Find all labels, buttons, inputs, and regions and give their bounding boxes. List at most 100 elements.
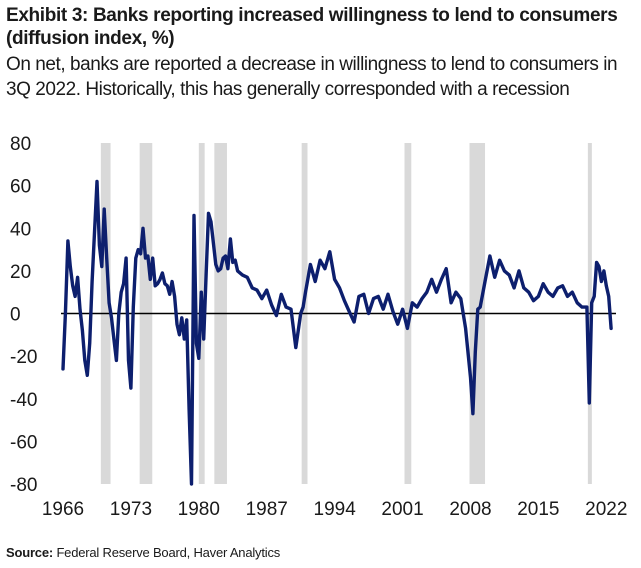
- source-text: Federal Reserve Board, Haver Analytics: [56, 545, 281, 560]
- data-point-0-128: [493, 276, 496, 279]
- data-point-0-64: [217, 269, 220, 272]
- data-point-0-86: [302, 306, 305, 309]
- data-point-0-0: [62, 368, 64, 370]
- data-point-0-103: [382, 308, 385, 311]
- source-label: Source:: [6, 545, 54, 560]
- data-point-0-84: [294, 346, 297, 349]
- y-tick-label--80: -80: [10, 475, 37, 496]
- y-tick-label-80: 80: [10, 134, 31, 155]
- source-note: Source: Federal Reserve Board, Haver Ana…: [6, 545, 280, 560]
- data-point-0-140: [552, 295, 554, 298]
- data-point-0-124: [476, 308, 479, 311]
- data-point-0-139: [547, 291, 549, 294]
- data-point-0-90: [319, 259, 321, 262]
- x-tick-label-2008: 2008: [449, 499, 491, 520]
- data-point-0-118: [455, 291, 457, 294]
- series-line-layer: [61, 179, 613, 486]
- data-point-0-70: [231, 261, 234, 264]
- data-point-0-40: [159, 278, 161, 281]
- data-point-0-25: [122, 282, 125, 285]
- data-point-0-111: [421, 297, 423, 300]
- data-point-0-114: [435, 291, 438, 294]
- data-point-0-106: [396, 323, 399, 326]
- data-point-0-42: [163, 282, 166, 285]
- data-point-0-157: [610, 327, 613, 330]
- x-axis-tick-labels: 1966 1973 1980 1987 1994 2001 2008 2015 2022: [42, 499, 628, 520]
- data-point-0-91: [324, 267, 326, 270]
- data-point-0-9: [83, 359, 86, 362]
- data-point-0-32: [139, 252, 142, 255]
- data-point-0-4: [71, 284, 74, 287]
- data-point-0-131: [508, 274, 511, 277]
- data-point-0-38: [154, 284, 157, 287]
- x-tick-label-2022: 2022: [585, 499, 627, 520]
- data-point-0-29: [132, 306, 135, 309]
- data-point-0-22: [115, 359, 118, 362]
- data-point-0-130: [503, 269, 506, 272]
- data-point-0-36: [149, 278, 152, 281]
- data-point-0-5: [74, 295, 77, 298]
- data-point-0-79: [270, 304, 273, 306]
- data-point-0-144: [571, 291, 574, 294]
- data-point-0-52: [188, 408, 191, 411]
- y-axis-tick-labels: 80 60 40 20 0 -20 -40 -60 -80: [10, 134, 37, 496]
- data-point-0-104: [387, 293, 389, 296]
- data-point-0-41: [161, 272, 164, 274]
- data-point-0-109: [411, 301, 414, 304]
- data-point-0-73: [241, 274, 244, 277]
- data-point-0-142: [561, 284, 564, 287]
- data-point-0-108: [406, 327, 409, 330]
- data-point-0-98: [358, 295, 360, 298]
- data-point-0-3: [69, 265, 72, 268]
- data-point-0-35: [146, 255, 149, 257]
- data-point-0-61: [210, 220, 212, 223]
- data-point-0-53: [190, 483, 193, 485]
- data-point-0-55: [195, 342, 198, 345]
- chart-subtitle: On net, banks are reported a decrease in…: [6, 54, 618, 100]
- data-point-0-81: [280, 293, 283, 296]
- data-point-0-14: [96, 180, 98, 183]
- data-point-0-11: [88, 342, 91, 345]
- data-point-0-18: [105, 257, 108, 259]
- data-point-0-49: [180, 316, 183, 319]
- data-point-0-58: [202, 338, 205, 340]
- data-point-0-116: [445, 267, 448, 270]
- data-point-0-154: [602, 269, 605, 272]
- data-point-0-152: [598, 265, 600, 268]
- data-point-0-125: [479, 306, 482, 309]
- data-point-0-122: [471, 412, 474, 415]
- data-point-0-134: [522, 287, 525, 289]
- data-point-0-71: [234, 259, 237, 262]
- data-point-0-132: [513, 287, 516, 289]
- data-point-0-7: [79, 308, 81, 311]
- data-point-0-148: [588, 402, 591, 404]
- data-point-0-112: [425, 291, 428, 294]
- data-point-0-96: [348, 310, 351, 313]
- x-tick-label-1973: 1973: [110, 499, 152, 520]
- data-point-0-75: [251, 287, 254, 289]
- data-point-0-10: [86, 374, 89, 377]
- data-point-0-135: [527, 291, 530, 294]
- data-point-0-89: [314, 280, 317, 283]
- data-point-0-46: [173, 295, 176, 298]
- data-point-0-30: [134, 257, 137, 259]
- chart-title: Exhibit 3: Banks reporting increased wil…: [6, 5, 618, 49]
- data-point-0-19: [108, 301, 110, 304]
- data-point-0-101: [372, 297, 375, 300]
- data-point-0-153: [600, 280, 603, 283]
- data-point-0-113: [430, 278, 433, 281]
- data-point-0-6: [76, 276, 79, 279]
- data-point-0-76: [256, 289, 258, 291]
- data-point-0-119: [459, 297, 462, 300]
- data-point-0-44: [168, 293, 171, 296]
- data-point-0-117: [450, 301, 452, 304]
- data-point-0-143: [566, 295, 569, 298]
- data-point-0-136: [532, 299, 535, 302]
- x-tick-label-1980: 1980: [178, 499, 220, 520]
- data-point-0-151: [595, 261, 598, 264]
- data-point-0-15: [98, 244, 101, 247]
- data-point-0-43: [166, 284, 169, 287]
- data-point-0-105: [391, 310, 394, 313]
- data-point-0-63: [214, 263, 217, 266]
